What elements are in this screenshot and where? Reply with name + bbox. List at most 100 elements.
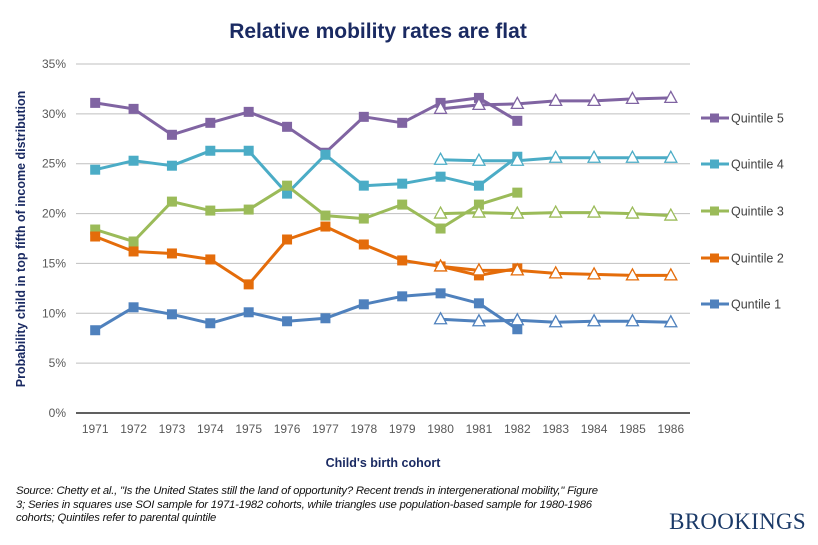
x-tick-label: 1981 [466,422,493,436]
data-point-triangle [586,204,602,218]
data-point-square [205,117,216,128]
x-tick-label: 1975 [235,422,262,436]
data-point-square [320,221,331,232]
legend-item: Quntile 1 [701,298,781,312]
data-point-triangle [548,149,563,163]
data-point-square [243,145,254,156]
series-quintile-2 [90,221,678,290]
data-point-triangle [548,204,563,218]
data-point-square [397,117,408,128]
data-point-triangle [510,262,525,276]
series-line-squares [94,96,519,155]
data-point-square [320,210,331,221]
y-tick-label: 0% [49,406,67,420]
data-point-square [358,180,369,191]
data-point-square [282,234,293,245]
series-line-squares [94,291,519,332]
data-point-square [205,205,216,216]
y-axis-title: Probability child in top fifth of income… [14,91,28,388]
data-point-triangle [433,311,448,325]
brookings-logo: BROOKINGS [669,509,806,534]
data-point-square [205,254,216,265]
x-tick-label: 1984 [581,422,608,436]
x-tick-label: 1974 [197,422,224,436]
data-point-square [512,115,523,126]
data-point-square [90,231,101,242]
data-point-triangle [471,262,487,276]
legend-marker-square [710,253,719,263]
data-point-triangle [586,93,602,107]
data-point-triangle [433,258,448,272]
data-point-square [166,129,177,140]
data-point-square [512,324,523,335]
data-point-square [473,180,484,191]
data-point-square [397,255,408,266]
x-tick-label: 1982 [504,422,531,436]
data-point-square [128,302,139,313]
data-point-square [166,160,177,171]
y-tick-label: 35% [42,57,66,71]
x-tick-label: 1980 [427,422,454,436]
data-point-square [205,318,216,329]
data-point-square [435,223,446,234]
data-point-square [358,299,369,310]
x-tick-label: 1985 [619,422,646,436]
legend-label: Quintile 4 [731,158,784,172]
x-tick-label: 1971 [82,422,109,436]
data-point-triangle [586,313,602,327]
data-point-square [358,213,369,224]
data-point-triangle [663,90,678,104]
y-tick-label: 15% [42,256,66,270]
y-tick-label: 5% [49,356,67,370]
legend-item: Quintile 2 [701,252,784,266]
data-point-triangle [433,101,448,115]
data-point-triangle [663,314,678,328]
data-point-triangle [471,204,487,218]
data-point-square [128,155,139,166]
data-point-square [473,298,484,309]
data-point-square [358,111,369,122]
data-point-square [473,199,484,210]
data-point-triangle [548,265,563,279]
data-point-triangle [471,313,487,327]
data-point-triangle [663,207,678,221]
x-tick-label: 1986 [657,422,684,436]
data-point-triangle [586,149,602,163]
data-point-triangle [433,151,448,165]
data-point-square [397,291,408,302]
x-axis-title: Child's birth cohort [326,456,442,470]
data-point-square [282,316,293,327]
y-tick-label: 20% [42,207,66,221]
x-tick-label: 1983 [542,422,569,436]
data-point-square [205,145,216,156]
data-point-square [243,307,254,318]
legend-item: Quintile 4 [701,158,784,172]
data-point-square [397,199,408,210]
data-point-square [166,248,177,259]
data-point-square [243,279,254,290]
data-point-square [166,309,177,320]
x-tick-label: 1973 [159,422,186,436]
legend-marker-square [710,299,719,309]
data-point-square [320,313,331,324]
data-point-triangle [510,96,525,110]
data-point-square [358,239,369,250]
data-point-triangle [625,267,640,281]
x-axis-ticks: 1971 1972 1973 1974 1975 1976 1977 1978 1979 1980… [82,422,685,436]
data-point-square [128,103,139,114]
series-layer [90,90,678,336]
series-line-squares [94,225,518,286]
legend-marker-square [710,159,719,169]
data-point-triangle [510,312,525,326]
legend-item: Quintile 5 [701,112,784,126]
x-tick-label: 1978 [350,422,377,436]
data-point-triangle [548,314,563,328]
data-point-square [90,325,101,336]
legend-marker-square [710,206,719,216]
data-point-triangle [471,152,487,166]
series-line-squares [94,184,518,243]
data-point-square [90,164,101,175]
data-point-triangle [663,149,678,163]
data-point-triangle [586,266,602,280]
